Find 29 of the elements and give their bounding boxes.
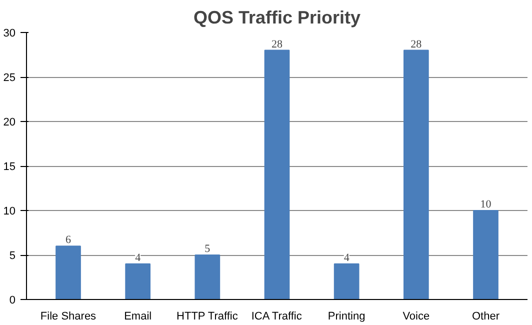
data-label: 5 bbox=[204, 243, 211, 255]
bar bbox=[334, 263, 360, 300]
x-tick-label: Email bbox=[124, 310, 152, 322]
y-tick-label: 25 bbox=[3, 72, 16, 84]
y-tick-label: 20 bbox=[3, 116, 16, 128]
data-label: 10 bbox=[480, 198, 492, 210]
data-label: 28 bbox=[272, 38, 283, 50]
x-tick-label: ICA Traffic bbox=[251, 310, 302, 322]
bar bbox=[264, 50, 290, 300]
y-tick-label: 10 bbox=[3, 206, 16, 218]
bar bbox=[194, 254, 220, 300]
bar bbox=[56, 246, 81, 300]
bar bbox=[473, 210, 498, 300]
x-tick-label: HTTP Traffic bbox=[176, 310, 238, 322]
bar bbox=[125, 263, 151, 300]
y-tick-label: 5 bbox=[9, 250, 16, 262]
y-tick-label: 15 bbox=[3, 161, 16, 173]
bar bbox=[403, 50, 429, 300]
data-label: 28 bbox=[410, 38, 422, 50]
x-tick-label: Voice bbox=[402, 310, 430, 322]
x-tick-label: Other bbox=[472, 310, 500, 322]
y-tick-label: 30 bbox=[3, 28, 16, 40]
x-tick-label: Printing bbox=[328, 310, 366, 322]
y-tick-label: 0 bbox=[9, 294, 16, 306]
data-label: 4 bbox=[344, 252, 350, 264]
chart-title: QOS Traffic Priority bbox=[193, 8, 361, 28]
x-tick-label: File Shares bbox=[40, 310, 97, 322]
data-label: 4 bbox=[135, 252, 142, 264]
data-label: 6 bbox=[66, 234, 72, 246]
